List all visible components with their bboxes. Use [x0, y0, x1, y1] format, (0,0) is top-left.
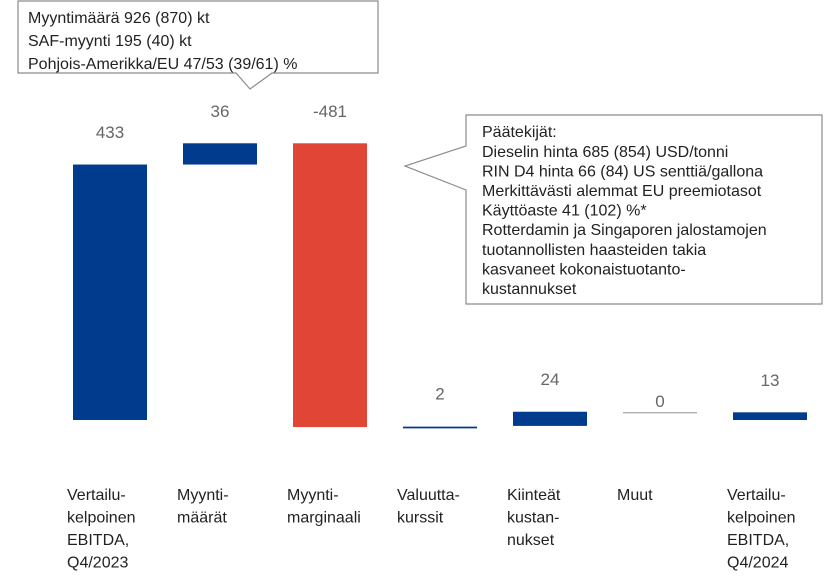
annotation-text: Myyntimäärä 926 (870) kt — [28, 10, 210, 27]
annotation-text: Dieselin hinta 685 (854) USD/tonni — [482, 144, 728, 161]
category-label: määrät — [177, 510, 227, 527]
category-label: Muut — [617, 487, 653, 504]
bar — [733, 412, 807, 420]
callout-box — [403, 114, 823, 305]
category-label: kelpoinen — [67, 510, 136, 527]
category-label: Q4/2023 — [67, 555, 128, 572]
category-label: marginaali — [287, 510, 361, 527]
annotation-text: Merkittävästi alemmat EU preemiotasot — [482, 183, 762, 200]
value-label: -481 — [313, 102, 347, 121]
category-label: Q4/2024 — [727, 555, 788, 572]
callout-box — [17, 0, 379, 90]
value-label: 13 — [761, 371, 780, 390]
annotation-text: Pohjois-Amerikka/EU 47/53 (39/61) % — [28, 56, 297, 73]
category-label: kurssit — [397, 510, 444, 527]
value-label: 0 — [655, 392, 664, 411]
category-label: kelpoinen — [727, 510, 796, 527]
value-label: 2 — [435, 384, 444, 403]
category-label: Valuutta- — [397, 487, 460, 504]
bar — [513, 411, 587, 426]
annotation-text: kustannukset — [482, 281, 577, 298]
value-label: 433 — [96, 123, 124, 142]
bar — [293, 143, 367, 428]
category-label: EBITDA, — [67, 532, 129, 549]
category-label: Vertailu- — [67, 487, 126, 504]
value-label: 36 — [211, 102, 230, 121]
value-label: 24 — [541, 370, 560, 389]
annotation-text: tuotannollisten haasteiden takia — [482, 242, 706, 259]
annotation-text: Rotterdamin ja Singaporen jalostamojen — [482, 222, 767, 239]
category-label: Vertailu- — [727, 487, 786, 504]
bar — [183, 143, 257, 165]
category-label: Kiinteät — [507, 487, 561, 504]
category-label: EBITDA, — [727, 532, 789, 549]
annotation-text: kasvaneet kokonaistuotanto- — [482, 261, 686, 278]
annotation-text: RIN D4 hinta 66 (84) US senttiä/gallona — [482, 163, 763, 180]
bar — [73, 164, 147, 420]
category-label: kustan- — [507, 510, 559, 527]
annotation-text: Päätekijät: — [482, 124, 557, 141]
annotation-text: Käyttöaste 41 (102) %* — [482, 203, 647, 220]
category-label: Myynti- — [177, 487, 229, 504]
category-label: Myynti- — [287, 487, 339, 504]
annotation-text: SAF-myynti 195 (40) kt — [28, 33, 192, 50]
category-label: nukset — [507, 532, 555, 549]
